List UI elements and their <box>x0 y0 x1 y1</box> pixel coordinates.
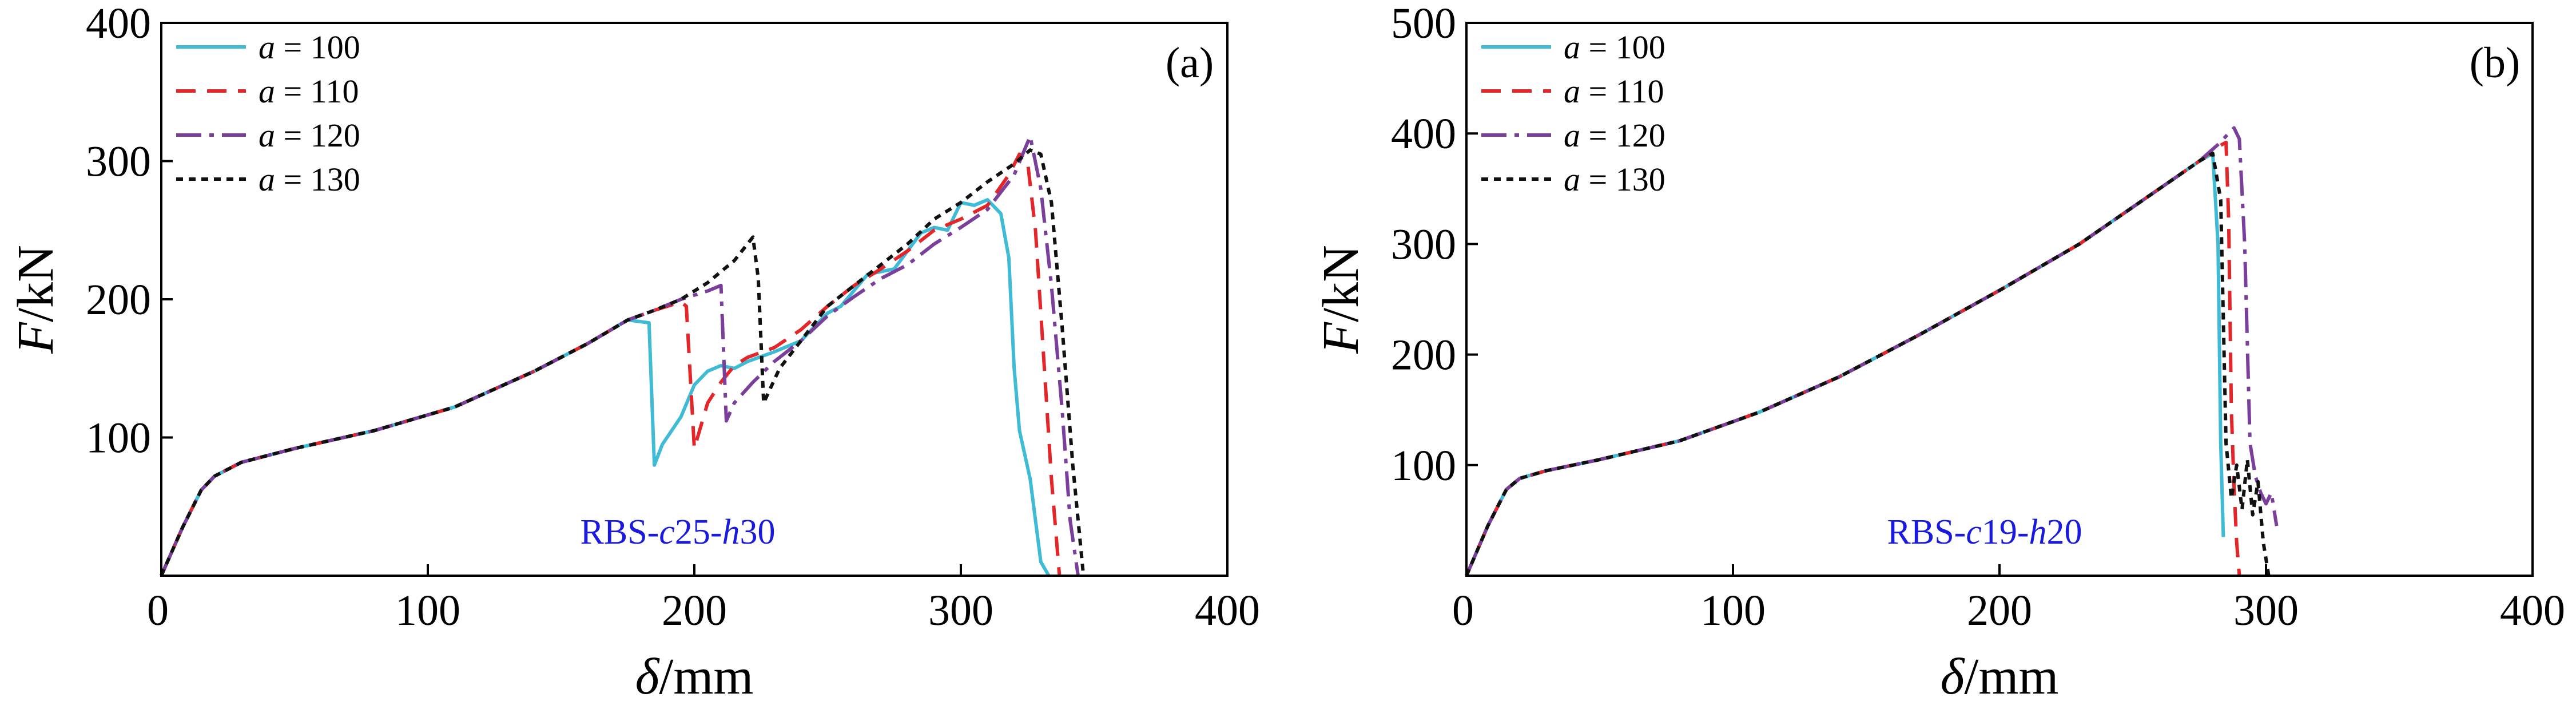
legend-label-3: a = 120 <box>1564 117 1665 154</box>
x-tick-label: 300 <box>928 587 993 635</box>
legend-label-2: a = 110 <box>259 73 359 110</box>
chart-panel-b: 0 100 200 300 400 100 200 300 400 500 δ/mm F/kN (b) R… <box>1313 0 2565 705</box>
series-line-4 <box>1465 152 2271 577</box>
x-axis-label: δ/mm <box>1941 648 2059 705</box>
legend-label-2: a = 110 <box>1564 73 1664 110</box>
y-tick-label: 300 <box>86 138 151 186</box>
y-tick-label: 200 <box>1391 331 1456 379</box>
x-axis-label: δ/mm <box>635 648 754 705</box>
y-tick-label: 200 <box>86 276 151 324</box>
x-tick-label: 0 <box>147 587 169 635</box>
y-tick-label: 500 <box>1391 0 1456 47</box>
y-axis-label: F/kN <box>1313 245 1369 354</box>
y-axis-label: F/kN <box>7 245 64 354</box>
y-tick-label: 100 <box>86 414 151 462</box>
y-tick-label: 400 <box>86 0 151 47</box>
chart-panel-a: 0 100 200 300 400 100 200 300 400 δ/mm F/kN (a) RBS-… <box>7 0 1260 705</box>
series-line-4 <box>160 148 1086 577</box>
legend-label-4: a = 130 <box>259 161 360 198</box>
specimen-label: RBS-c19-h20 <box>1887 513 2082 552</box>
series-line-3 <box>1465 126 2279 577</box>
y-tick-label: 400 <box>1391 110 1456 158</box>
x-tick-label: 300 <box>2233 587 2299 635</box>
x-tick-label: 200 <box>1967 587 2032 635</box>
x-tick-label: 0 <box>1452 587 1474 635</box>
legend-label-4: a = 130 <box>1564 161 1665 198</box>
legend-label-1: a = 100 <box>1564 29 1665 66</box>
panel-tag: (b) <box>2470 39 2521 87</box>
x-tick-label: 200 <box>662 587 727 635</box>
specimen-label: RBS-c25-h30 <box>580 513 775 552</box>
panel-tag: (a) <box>1166 39 1214 87</box>
x-tick-label: 100 <box>1700 587 1766 635</box>
y-tick-label: 100 <box>1391 442 1456 490</box>
x-tick-label: 100 <box>395 587 460 635</box>
x-tick-label: 400 <box>1195 587 1260 635</box>
legend-label-1: a = 100 <box>259 29 360 66</box>
x-tick-label: 400 <box>2500 587 2565 635</box>
y-tick-label: 300 <box>1391 220 1456 268</box>
legend-label-3: a = 120 <box>259 117 360 154</box>
